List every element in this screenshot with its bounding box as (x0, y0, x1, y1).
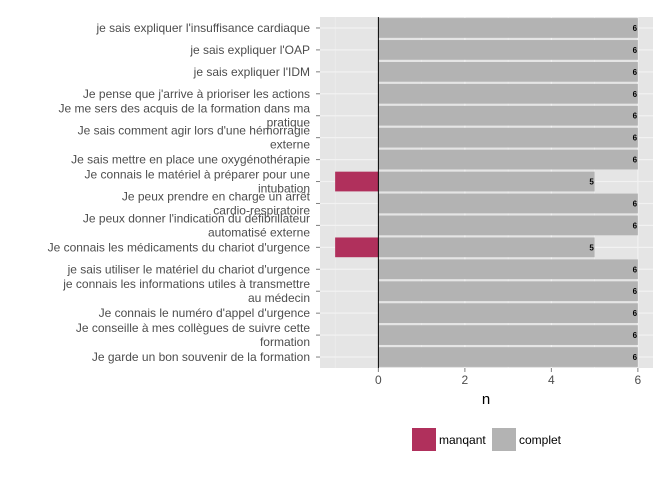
x-tick-label: 0 (375, 373, 382, 387)
y-tick-label: je sais expliquer l'insuffisance cardiaq… (95, 21, 310, 35)
value-label: 6 (633, 156, 638, 165)
value-label: 6 (633, 24, 638, 33)
y-tick-label: Je conseille à mes collègues de suivre c… (76, 321, 310, 349)
bar-manqant (335, 171, 379, 192)
bar-complet (378, 105, 638, 126)
bar-complet (378, 149, 638, 170)
value-label: 5 (589, 178, 594, 187)
y-tick-label: Je peux donner l'indication du défibrill… (83, 211, 310, 239)
bar-complet (378, 281, 638, 302)
value-label: 6 (633, 265, 638, 274)
y-tick-label: Je pense que j'arrive à prioriser les ac… (83, 87, 310, 101)
bar-manqant (335, 237, 379, 258)
legend-swatch-complet (492, 428, 516, 451)
y-tick-label: je sais expliquer l'IDM (193, 65, 310, 79)
bar-complet (378, 171, 595, 192)
bar-complet (378, 237, 595, 258)
legend: manqant complet (412, 428, 562, 451)
value-label: 6 (633, 331, 638, 340)
y-tick-label: je sais utiliser le matériel du chariot … (67, 262, 311, 276)
bars (335, 18, 638, 367)
y-axis-labels: je sais expliquer l'insuffisance cardiaq… (48, 21, 320, 364)
value-labels: 6 6 6 6 6 6 6 5 6 6 5 6 6 6 6 6 (589, 24, 637, 362)
value-label: 6 (633, 112, 638, 121)
value-label: 6 (633, 68, 638, 77)
y-tick-label: Je connais le numéro d'appel d'urgence (99, 306, 311, 320)
value-label: 6 (633, 46, 638, 55)
bar-complet (378, 193, 638, 214)
legend-label-manqant: manqant (439, 433, 486, 447)
y-tick-label: je connais les informations utiles à tra… (62, 277, 310, 305)
bar-complet (378, 83, 638, 104)
y-tick-label: Je me sers des acquis de la formation da… (59, 102, 311, 130)
bar-complet (378, 347, 638, 367)
bar-complet (378, 127, 638, 148)
legend-swatch-manqant (412, 428, 436, 451)
y-tick-label: Je connais le matériel à préparer pour u… (85, 168, 311, 196)
value-label: 6 (633, 353, 638, 362)
value-label: 6 (633, 221, 638, 230)
value-label: 6 (633, 309, 638, 318)
y-tick-label: Je peux prendre en charge un arrêt cardio… (122, 189, 311, 217)
bar-complet (378, 18, 638, 38)
x-tick-label: 2 (462, 373, 469, 387)
y-tick-label: Je connais les médicaments du chariot d'… (48, 240, 311, 254)
y-tick-label: Je sais mettre en place une oxygénothéra… (71, 153, 310, 167)
value-label: 6 (633, 90, 638, 99)
y-tick-label: Je garde un bon souvenir de la formation (92, 350, 310, 364)
bar-complet (378, 325, 638, 345)
x-tick-label: 6 (635, 373, 642, 387)
x-axis-title: n (482, 391, 490, 408)
value-label: 6 (633, 199, 638, 208)
value-label: 6 (633, 134, 638, 143)
bar-complet (378, 40, 638, 60)
value-label: 5 (589, 243, 594, 252)
bar-complet (378, 215, 638, 236)
bar-complet (378, 303, 638, 324)
y-tick-label: je sais expliquer l'OAP (189, 43, 310, 57)
value-label: 6 (633, 287, 638, 296)
x-tick-label: 4 (548, 373, 555, 387)
legend-label-complet: complet (519, 433, 562, 447)
bar-complet (378, 259, 638, 280)
bar-complet (378, 61, 638, 82)
y-tick-label: Je sais comment agir lors d'une hémorrag… (78, 124, 311, 152)
x-axis-ticks: 0 2 4 6 (375, 368, 642, 387)
